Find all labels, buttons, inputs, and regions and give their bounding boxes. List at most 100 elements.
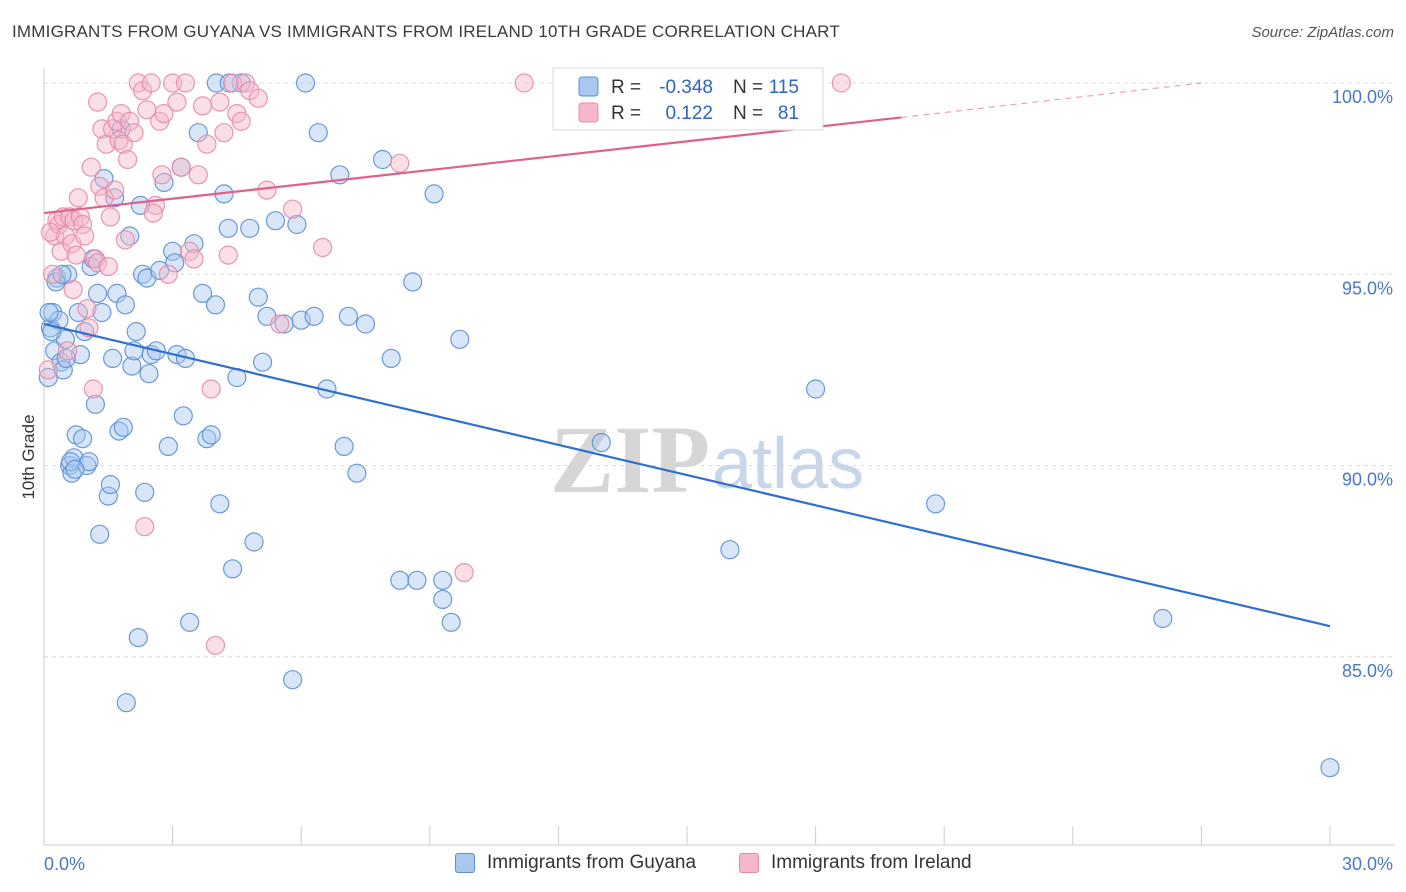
trend-line-ireland-extension <box>901 82 1202 119</box>
ireland-point <box>152 165 172 185</box>
guyana-point <box>92 302 112 323</box>
y-axis-title: 10th Grade <box>19 414 38 499</box>
guyana-point <box>180 612 200 632</box>
guyana-point <box>90 524 110 544</box>
ireland-point <box>115 230 136 250</box>
axes <box>43 68 1395 846</box>
ireland-point <box>283 199 303 219</box>
ireland-point <box>120 111 140 131</box>
guyana-point <box>113 417 133 437</box>
series-guyana-points <box>38 73 1340 778</box>
ireland-point <box>231 111 251 131</box>
ireland-point <box>158 264 178 284</box>
ireland-point <box>55 226 76 246</box>
guyana-point <box>390 570 410 590</box>
guyana-point <box>373 149 393 170</box>
ireland-point <box>124 123 144 143</box>
legend-r-value-2: 0.122 <box>665 103 713 124</box>
guyana-point <box>87 283 108 303</box>
guyana-point <box>38 367 58 388</box>
guyana-point <box>223 559 243 579</box>
ireland-point <box>81 157 101 177</box>
guyana-point <box>116 693 136 713</box>
trend-line-guyana <box>43 322 1331 628</box>
ireland-point <box>175 73 196 93</box>
guyana-point <box>128 627 148 648</box>
series-legend: Immigrants from Guyana Immigrants from I… <box>0 852 1406 878</box>
ireland-point <box>831 73 851 93</box>
legend-label-guyana: Immigrants from Guyana <box>487 852 697 873</box>
ireland-point <box>105 180 125 200</box>
guyana-point <box>115 295 136 315</box>
ireland-point <box>98 257 118 277</box>
guyana-point <box>105 188 125 208</box>
ireland-point <box>79 318 99 338</box>
guyana-point <box>381 348 401 368</box>
source-label: Source: ZipAtlas.com <box>1251 24 1394 41</box>
ireland-point <box>57 341 78 361</box>
ireland-point <box>210 92 230 112</box>
trend-lines <box>43 82 1331 628</box>
guyana-point <box>334 436 354 456</box>
guyana-point <box>403 272 423 292</box>
guyana-point <box>304 306 324 326</box>
guyana-point <box>122 356 142 376</box>
guyana-point <box>424 184 444 204</box>
ireland-point <box>83 379 103 399</box>
guyana-point <box>308 123 328 143</box>
ireland-point <box>184 249 204 269</box>
guyana-point <box>244 532 264 552</box>
guyana-point <box>347 463 367 483</box>
series-ireland-points <box>38 73 851 655</box>
guyana-point <box>355 314 376 334</box>
guyana-point <box>154 172 174 192</box>
ireland-point <box>51 241 71 261</box>
ireland-point <box>214 123 234 143</box>
legend-item-guyana: Immigrants from Guyana <box>455 852 696 874</box>
stats-legend-box: R = -0.348 N = 115 R = 0.122 N = 81 <box>552 67 824 131</box>
guyana-point <box>591 433 611 453</box>
legend-swatch-ireland-bottom <box>739 853 759 873</box>
ireland-point <box>77 299 97 319</box>
ireland-point <box>454 562 474 583</box>
guyana-point <box>56 348 76 368</box>
y-tick-label: 90.0% <box>1342 470 1393 490</box>
guyana-point <box>53 360 73 380</box>
guyana-point <box>720 540 740 560</box>
guyana-point <box>49 310 69 330</box>
ireland-point <box>68 188 88 208</box>
watermark-zip: ZIP <box>550 406 710 513</box>
ireland-point <box>143 203 163 223</box>
ireland-point <box>90 176 110 196</box>
guyana-point <box>102 348 123 368</box>
guyana-point <box>283 670 303 690</box>
ireland-point <box>75 226 95 246</box>
guyana-point <box>163 241 183 261</box>
legend-label-ireland: Immigrants from Ireland <box>771 852 972 873</box>
guyana-point <box>39 302 59 323</box>
ireland-point <box>154 103 174 124</box>
ireland-point <box>38 360 58 380</box>
guyana-point <box>218 218 238 238</box>
guyana-point <box>287 214 307 235</box>
ireland-point <box>248 88 268 108</box>
ireland-point <box>66 245 86 265</box>
guyana-point <box>240 218 260 238</box>
legend-r-label-2: R = <box>611 103 641 124</box>
y-tick-label: 95.0% <box>1342 278 1393 298</box>
guyana-point <box>441 612 461 632</box>
ireland-point <box>87 253 108 273</box>
guyana-point <box>100 475 121 495</box>
ireland-point <box>40 222 61 242</box>
ireland-point <box>117 149 138 170</box>
guyana-point <box>65 459 85 479</box>
ireland-point <box>171 157 191 177</box>
guyana-point <box>165 253 185 273</box>
grid-lines <box>44 82 1395 658</box>
ireland-point <box>92 119 112 139</box>
legend-n-value-1: 115 <box>769 77 799 98</box>
ireland-point <box>100 207 121 227</box>
ireland-point <box>313 237 333 258</box>
guyana-point <box>85 394 106 414</box>
